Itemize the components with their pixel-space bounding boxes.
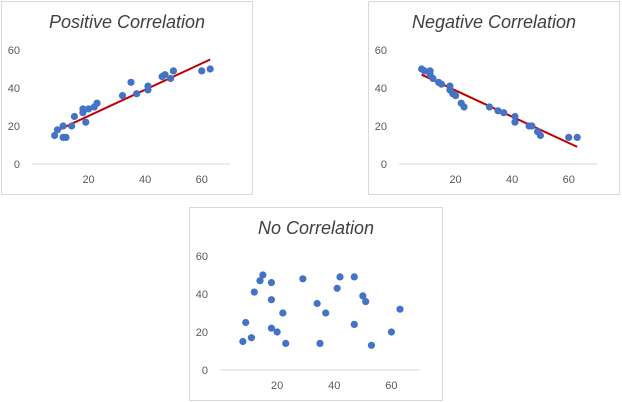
data-point	[259, 271, 267, 279]
data-point	[167, 74, 175, 83]
y-tick-label: 60	[196, 251, 208, 263]
scatter-plot-area: 0 20 40 60 20 40 60	[8, 45, 230, 186]
data-point	[500, 109, 508, 117]
data-point	[451, 92, 460, 100]
data-point	[387, 328, 396, 336]
data-point	[362, 298, 370, 306]
data-point	[242, 318, 250, 327]
scatter-plot-area: 0 20 40 60 20 40 60	[375, 45, 597, 186]
data-point	[53, 126, 62, 134]
data-point	[62, 133, 70, 141]
x-tick-label: 20	[271, 380, 283, 392]
x-tick-label: 20	[449, 174, 461, 186]
chart-title: No Correlation	[257, 218, 375, 238]
x-tick-label: 20	[82, 174, 94, 186]
y-tick-label: 0	[14, 159, 20, 171]
x-tick-label: 40	[328, 380, 340, 392]
data-point	[93, 99, 101, 107]
data-point	[256, 277, 264, 285]
data-point	[118, 92, 127, 100]
data-point	[206, 65, 214, 73]
no-correlation-chart: No Correlation 0 20 40 60 20 40 60	[189, 207, 443, 401]
y-tick-label: 40	[8, 83, 20, 95]
negative-correlation-chart: Negative Correlation 0 20 40 60 20 40 60	[368, 1, 620, 195]
y-tick-label: 0	[202, 365, 208, 377]
y-tick-label: 60	[8, 45, 20, 57]
data-point	[350, 320, 358, 328]
data-point	[536, 131, 545, 140]
data-point	[250, 288, 258, 296]
data-point	[144, 82, 152, 90]
chart-title: Negative Correlation	[411, 12, 577, 32]
data-point	[70, 112, 79, 121]
data-point	[247, 334, 256, 342]
x-tick-label: 60	[196, 174, 208, 186]
y-tick-label: 40	[196, 289, 208, 301]
data-point	[511, 112, 519, 121]
data-point	[133, 90, 141, 98]
y-tick-label: 40	[375, 83, 387, 95]
data-point	[460, 103, 468, 111]
data-point	[485, 103, 494, 111]
data-point	[59, 122, 67, 130]
data-point	[333, 284, 341, 292]
data-point	[267, 279, 276, 287]
data-point	[127, 78, 135, 86]
data-point	[51, 131, 59, 140]
data-point	[511, 118, 519, 126]
y-tick-label: 20	[375, 121, 387, 133]
data-point	[367, 341, 376, 349]
data-point	[437, 80, 446, 88]
data-point	[267, 324, 276, 332]
y-tick-label: 20	[196, 327, 208, 339]
data-point	[299, 275, 307, 283]
data-point	[359, 292, 367, 300]
data-point	[429, 74, 437, 83]
data-point	[420, 67, 429, 75]
data-point	[350, 273, 358, 281]
data-point	[169, 67, 178, 75]
data-point	[82, 118, 90, 126]
positive-correlation-chart: Positive Correlation 0 20 40 60 20 40 60	[1, 1, 253, 195]
y-tick-label: 20	[8, 121, 20, 133]
data-point	[239, 337, 247, 346]
data-point	[565, 133, 573, 141]
data-point	[161, 71, 169, 79]
x-tick-label: 60	[385, 380, 397, 392]
data-point	[79, 105, 87, 113]
data-point	[282, 339, 290, 347]
data-point	[279, 309, 287, 317]
data-point	[198, 67, 206, 75]
data-point	[267, 296, 276, 304]
chart-title: Positive Correlation	[48, 12, 206, 32]
data-point	[84, 105, 93, 113]
scatter-plot-area: 0 20 40 60 20 40 60	[196, 251, 420, 392]
data-point	[68, 122, 76, 130]
data-point	[573, 133, 581, 141]
x-tick-label: 60	[563, 174, 575, 186]
y-tick-label: 60	[375, 45, 387, 57]
data-point	[322, 309, 330, 317]
data-point	[396, 305, 404, 313]
data-point	[313, 299, 321, 308]
data-point	[494, 107, 502, 115]
y-tick-label: 0	[381, 159, 387, 171]
data-point	[528, 122, 536, 130]
x-tick-label: 40	[139, 174, 151, 186]
trendline	[54, 58, 211, 133]
x-tick-label: 40	[506, 174, 518, 186]
data-point	[316, 339, 324, 347]
data-point	[336, 273, 344, 281]
data-point	[273, 328, 281, 336]
